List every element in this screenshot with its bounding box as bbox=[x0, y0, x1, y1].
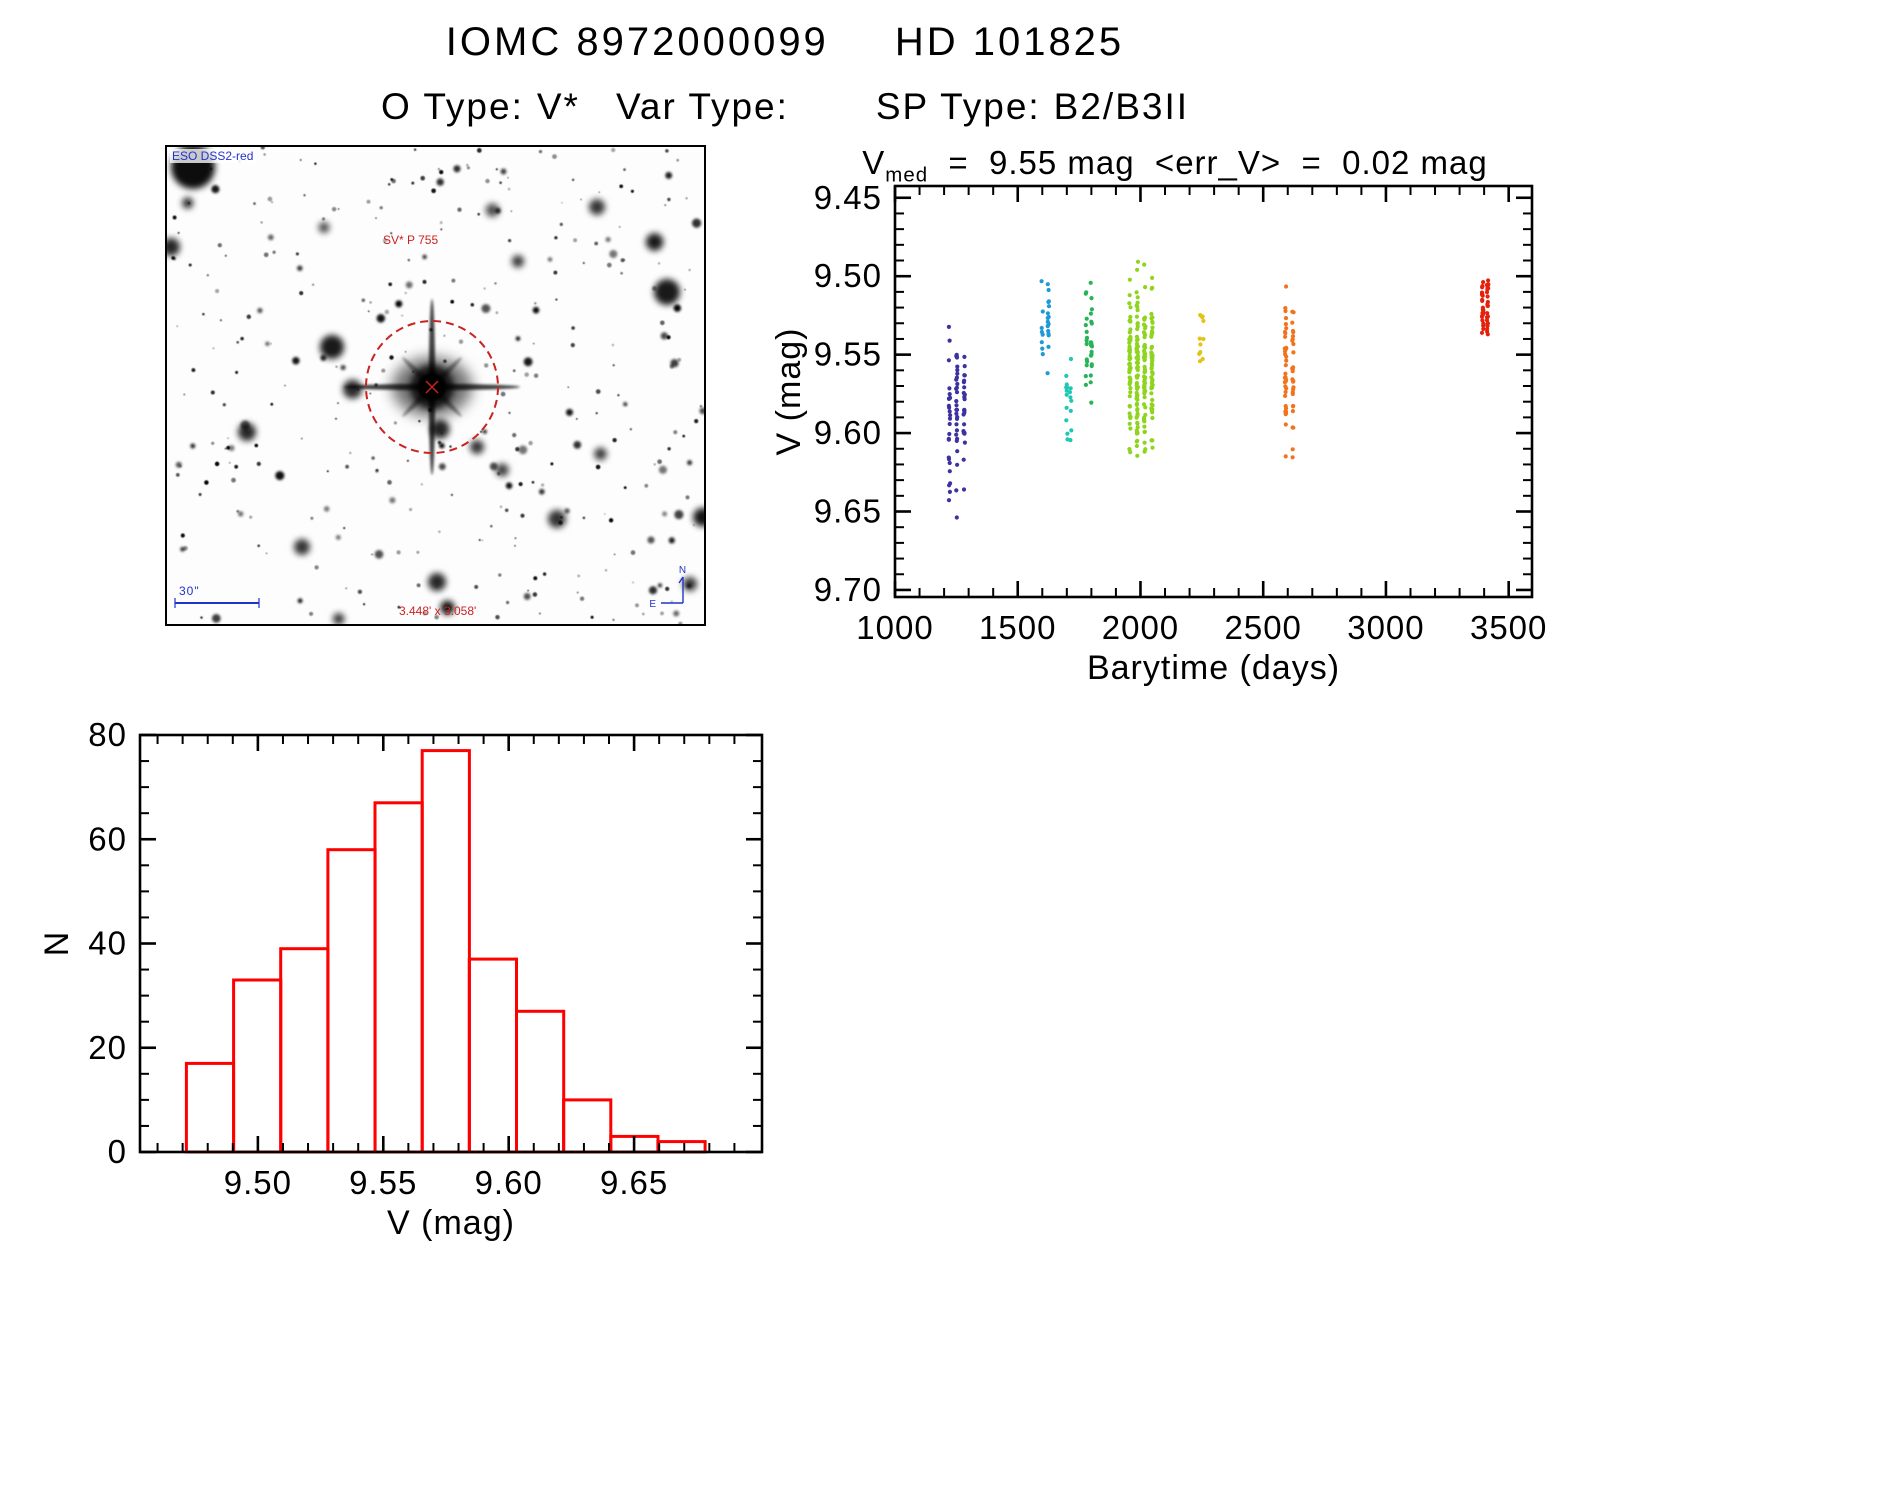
x-tick-label: 9.60 bbox=[475, 1164, 543, 1201]
histogram-bar bbox=[515, 1009, 566, 1154]
compass-east-label: E bbox=[649, 599, 657, 610]
lightcurve-plot: 1000 1500 2000 2500 3000 3500 9.45 9.50 9.55 9.60… bbox=[770, 179, 1547, 687]
finder-chart: 30" N E ESO DSS2-red SV* P 755 3.448' x 3.… bbox=[165, 145, 706, 626]
x-tick-label: 9.50 bbox=[224, 1164, 292, 1201]
histogram-bar bbox=[467, 957, 518, 1154]
vmed-subscript: med bbox=[885, 163, 929, 187]
target-circle-marker bbox=[365, 320, 499, 454]
histogram-bar bbox=[279, 947, 330, 1154]
y-tick-label: 9.70 bbox=[814, 571, 882, 608]
cluster-epoch-2 bbox=[1039, 279, 1052, 376]
y-axis-title: V (mag) bbox=[770, 328, 808, 456]
histogram-bar bbox=[373, 801, 424, 1154]
target-name-label: SV* P 755 bbox=[383, 233, 439, 247]
otype-label: O Type: bbox=[380, 86, 524, 127]
histogram-plot: 9.50 9.55 9.60 9.65 0 20 40 60 80 V (mag) N bbox=[38, 716, 764, 1242]
compass-north-label: N bbox=[679, 565, 687, 576]
y-tick-label: 9.60 bbox=[814, 414, 882, 451]
histogram-axes bbox=[138, 733, 764, 1154]
cluster-epoch-4 bbox=[1083, 280, 1095, 405]
vmed-symbol: V bbox=[862, 144, 886, 181]
cluster-epoch-5 bbox=[1127, 259, 1155, 458]
x-tick-label: 1000 bbox=[856, 609, 933, 646]
starfield-image: 30" N E bbox=[167, 147, 704, 624]
lightcurve-title: Vmed = 9.55 mag <err_V> = 0.02 mag bbox=[780, 144, 1570, 188]
y-tick-label: 9.45 bbox=[814, 179, 882, 216]
lightcurve-labels: 1000 1500 2000 2500 3000 3500 9.45 9.50 9.55 9.60… bbox=[770, 179, 1547, 687]
histogram-bar bbox=[420, 749, 471, 1154]
y-tick-label: 9.50 bbox=[814, 257, 882, 294]
y-tick-label: 40 bbox=[88, 925, 127, 962]
histogram-bar bbox=[656, 1140, 707, 1154]
field-size-label: 3.448' x 3.058' bbox=[399, 604, 477, 618]
compass bbox=[661, 576, 684, 604]
sptype-label: SP Type: bbox=[875, 86, 1041, 127]
y-axis-title: N bbox=[38, 931, 76, 957]
object-type-line: O Type: V* Var Type: SP Type: B2/B3II bbox=[0, 86, 1570, 128]
vmed-errv-text: = 9.55 mag <err_V> = 0.02 mag bbox=[928, 144, 1488, 181]
x-tick-label: 3000 bbox=[1347, 609, 1424, 646]
y-tick-label: 0 bbox=[108, 1133, 127, 1170]
otype-value: V* bbox=[536, 86, 580, 127]
y-tick-label: 9.55 bbox=[814, 336, 882, 373]
cluster-epoch-3 bbox=[1064, 356, 1074, 443]
x-tick-label: 1500 bbox=[979, 609, 1056, 646]
histogram-bar bbox=[562, 1098, 613, 1154]
medium-stars bbox=[175, 165, 704, 623]
histogram-bars bbox=[184, 749, 707, 1154]
y-tick-label: 20 bbox=[88, 1029, 127, 1066]
x-axis-title: Barytime (days) bbox=[1087, 649, 1340, 687]
histogram-bar bbox=[232, 978, 283, 1154]
x-tick-label: 2500 bbox=[1224, 609, 1301, 646]
page-title: IOMC 8972000099 HD 101825 bbox=[0, 20, 1570, 65]
lightcurve-axes bbox=[893, 184, 1534, 599]
lightcurve-points bbox=[946, 259, 1491, 520]
y-tick-label: 60 bbox=[88, 820, 127, 857]
y-tick-label: 80 bbox=[88, 716, 127, 753]
hd-name: HD 101825 bbox=[894, 20, 1125, 64]
vartype-label: Var Type: bbox=[615, 86, 789, 127]
x-tick-label: 9.65 bbox=[600, 1164, 668, 1201]
y-tick-label: 9.65 bbox=[814, 493, 882, 530]
cluster-epoch-7 bbox=[1282, 284, 1296, 460]
cluster-epoch-1 bbox=[946, 324, 967, 520]
x-tick-label: 2000 bbox=[1102, 609, 1179, 646]
scale-bar bbox=[174, 598, 260, 608]
histogram-bar bbox=[326, 848, 377, 1154]
x-tick-label: 9.55 bbox=[349, 1164, 417, 1201]
cluster-epoch-6 bbox=[1197, 313, 1206, 364]
x-axis-title: V (mag) bbox=[387, 1204, 515, 1242]
sptype-value: B2/B3II bbox=[1053, 86, 1190, 127]
faint-stars bbox=[171, 147, 703, 624]
survey-label: ESO DSS2-red bbox=[170, 149, 256, 163]
iomc-id: IOMC 8972000099 bbox=[445, 20, 829, 64]
x-tick-label: 3500 bbox=[1470, 609, 1547, 646]
cluster-epoch-8 bbox=[1479, 278, 1491, 337]
histogram-bar bbox=[184, 1061, 236, 1154]
scale-bar-label: 30" bbox=[179, 584, 200, 598]
histogram-labels: 9.50 9.55 9.60 9.65 0 20 40 60 80 V (mag) N bbox=[38, 716, 668, 1242]
